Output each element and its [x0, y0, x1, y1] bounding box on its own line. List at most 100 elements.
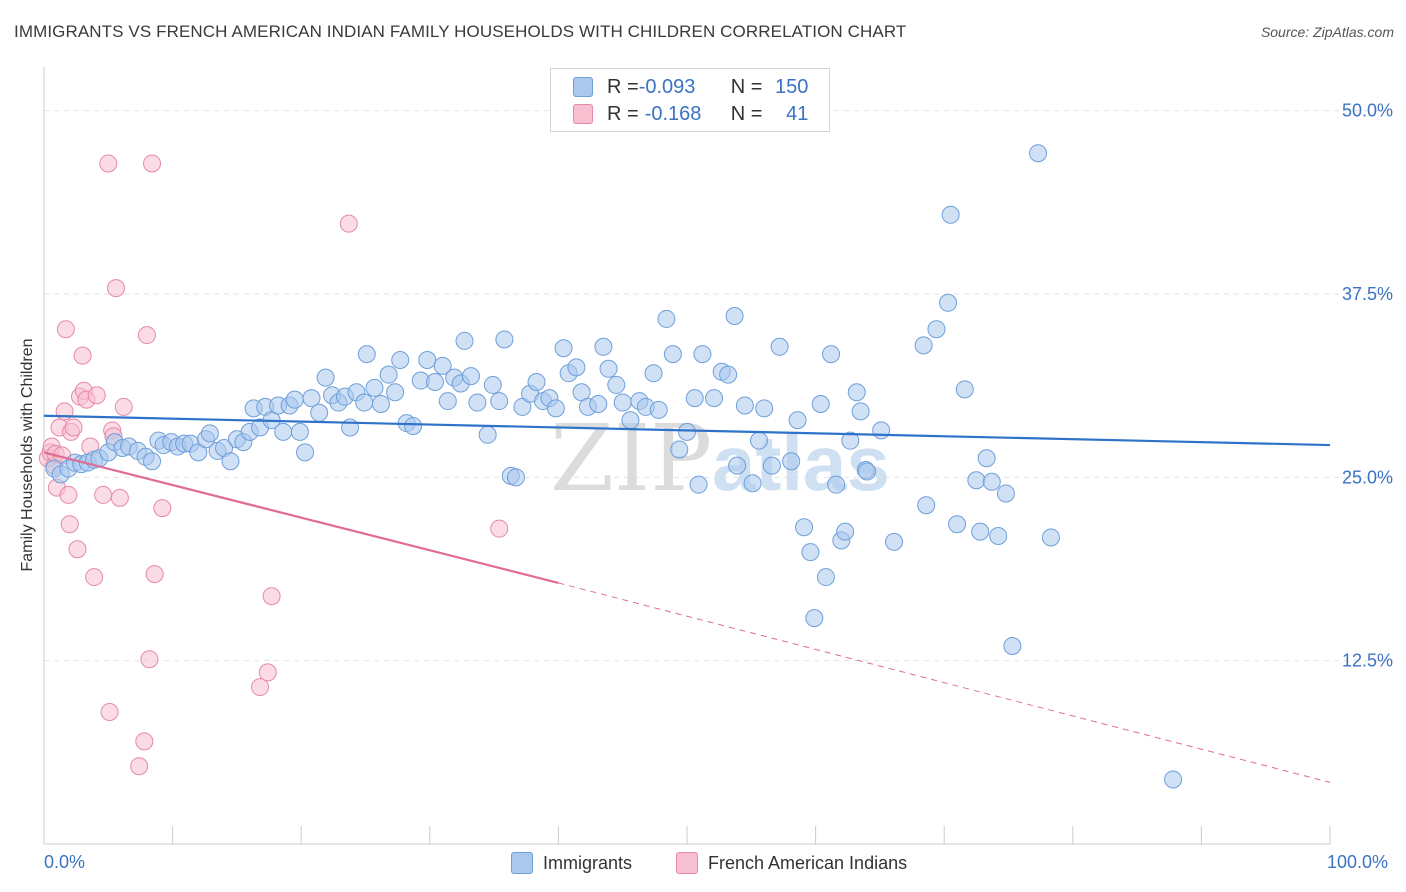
data-point — [114, 397, 133, 416]
data-point — [490, 519, 509, 538]
data-point — [693, 345, 712, 364]
data-point — [982, 472, 1001, 491]
data-point — [527, 373, 546, 391]
legend-row-french-american-indians: R = -0.168 N = 41 — [573, 103, 808, 125]
data-point — [107, 279, 126, 298]
data-point — [506, 468, 525, 487]
data-point — [847, 383, 866, 402]
data-point — [546, 399, 565, 418]
legend-swatch-immigrants — [511, 852, 533, 874]
data-point — [137, 326, 156, 345]
data-point — [613, 393, 632, 412]
data-point — [917, 496, 936, 515]
data-point — [262, 587, 281, 606]
data-point — [386, 383, 405, 402]
data-point — [94, 485, 113, 504]
legend-label-immigrants: Immigrants — [543, 852, 633, 873]
data-point — [851, 402, 870, 421]
y-tick-label: 37.5% — [1342, 284, 1393, 304]
data-point — [85, 568, 104, 587]
legend-row-immigrants: R = -0.093 N = 150 — [573, 76, 808, 98]
data-point — [827, 475, 846, 494]
data-point — [357, 345, 376, 364]
data-point — [782, 452, 801, 471]
data-point — [130, 757, 149, 776]
data-point — [274, 422, 293, 441]
data-point — [99, 154, 118, 173]
legend-item-immigrants: Immigrants — [511, 852, 632, 874]
data-point — [100, 703, 119, 721]
data-point — [589, 395, 608, 413]
data-point — [607, 375, 626, 394]
data-point — [914, 336, 933, 355]
data-point — [948, 515, 967, 534]
data-point — [379, 365, 398, 384]
data-point — [621, 411, 640, 430]
y-tick-label: 50.0% — [1342, 101, 1393, 121]
data-point — [670, 440, 689, 459]
data-point — [725, 307, 744, 325]
data-point — [371, 395, 390, 413]
data-point — [110, 488, 129, 507]
data-point — [750, 431, 769, 450]
data-point — [316, 368, 335, 387]
data-point — [996, 484, 1015, 503]
data-point — [841, 431, 860, 450]
data-point — [455, 331, 474, 350]
data-point — [87, 386, 106, 405]
trend-line-french-american-indians — [43, 451, 559, 584]
legend-item-french-american-indians: French American Indians — [676, 852, 907, 874]
data-point — [490, 392, 509, 411]
data-point — [145, 565, 164, 584]
gridlines — [44, 110, 1394, 662]
data-point — [153, 499, 172, 518]
data-point — [811, 395, 830, 413]
legend-swatch-french-american-indians — [676, 852, 698, 874]
data-point — [433, 356, 452, 375]
source-label: Source: ZipAtlas.com — [1260, 24, 1394, 40]
data-point — [989, 527, 1008, 545]
r-label: R = — [607, 102, 639, 125]
data-point — [418, 351, 437, 369]
trend-lines — [43, 414, 1331, 783]
data-point — [365, 378, 384, 397]
correlation-legend: R = -0.093 N = 150 R = -0.168 N = 41 — [550, 68, 830, 132]
data-point — [478, 425, 497, 444]
data-point — [495, 330, 514, 349]
data-point — [567, 358, 586, 377]
data-point — [927, 320, 946, 339]
data-point — [1041, 528, 1060, 547]
data-point — [135, 732, 154, 751]
data-point — [795, 518, 814, 537]
data-point — [554, 339, 573, 358]
legend-swatch-french-american-indians — [573, 104, 593, 124]
data-point — [251, 678, 270, 697]
data-point — [404, 417, 423, 435]
data-point — [302, 389, 321, 408]
data-point — [663, 345, 682, 364]
n-value: 150 — [775, 75, 809, 98]
data-point — [59, 485, 78, 504]
legend-label-french-american-indians: French American Indians — [708, 852, 908, 873]
chart-title: IMMIGRANTS VS FRENCH AMERICAN INDIAN FAM… — [14, 22, 907, 41]
data-point — [788, 411, 807, 430]
data-point — [858, 462, 877, 481]
data-point — [425, 373, 444, 391]
data-point — [678, 422, 696, 441]
data-point — [513, 397, 532, 416]
data-point — [885, 532, 904, 551]
data-point — [310, 403, 329, 422]
data-point — [483, 375, 502, 394]
data-point — [391, 351, 410, 369]
data-point — [967, 471, 986, 490]
legend-swatch-immigrants — [573, 77, 593, 97]
data-point — [719, 365, 738, 384]
data-point — [296, 443, 315, 462]
data-point — [221, 452, 240, 471]
data-point — [941, 205, 960, 224]
r-value: -0.168 — [644, 102, 702, 125]
data-point — [285, 390, 304, 409]
data-point — [770, 337, 789, 356]
data-point — [189, 443, 208, 462]
